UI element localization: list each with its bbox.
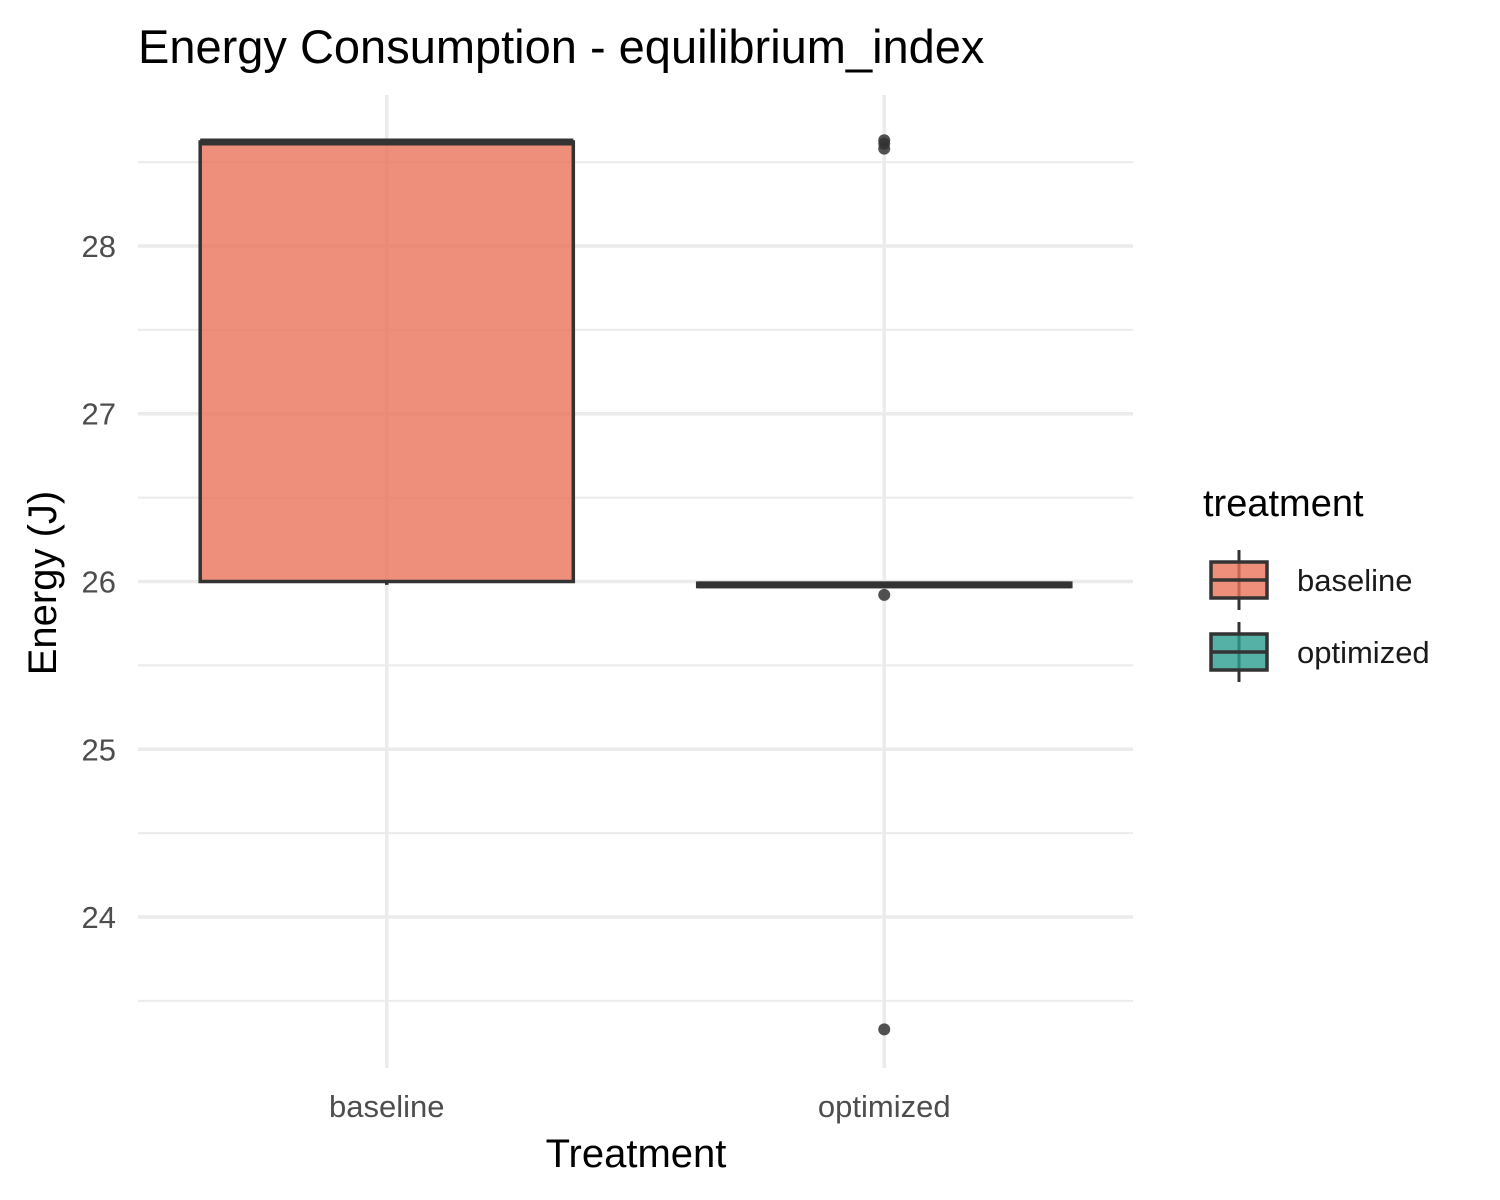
x-tick-label: baseline [329, 1089, 444, 1124]
legend-items: baseline optimized [1209, 550, 1430, 682]
legend-title: treatment [1203, 483, 1364, 525]
x-tick-labels: baseline optimized [329, 1089, 951, 1124]
outlier-point [878, 134, 891, 147]
outlier-point [878, 588, 891, 601]
y-tick-label: 26 [82, 565, 116, 600]
chart-title: Energy Consumption - equilibrium_index [138, 20, 984, 73]
box-optimized [695, 134, 1073, 1036]
legend-item-baseline: baseline [1209, 550, 1412, 610]
box-baseline [198, 138, 576, 585]
y-tick-label: 28 [82, 229, 116, 264]
legend: treatment baseline optimized [1203, 483, 1430, 682]
y-tick-label: 24 [82, 900, 116, 935]
y-tick-label: 25 [82, 732, 116, 767]
legend-item-optimized: optimized [1209, 622, 1430, 682]
legend-label: optimized [1297, 635, 1430, 670]
y-tick-label: 27 [82, 397, 116, 432]
y-axis-title: Energy (J) [21, 491, 65, 676]
x-axis-title: Treatment [546, 1132, 727, 1176]
box-body [198, 140, 576, 584]
x-tick-label: optimized [818, 1089, 951, 1124]
y-tick-labels: 24 25 26 27 28 [82, 229, 116, 935]
legend-label: baseline [1297, 563, 1412, 598]
box-layer [198, 134, 1073, 1036]
outlier-point [878, 1023, 891, 1036]
